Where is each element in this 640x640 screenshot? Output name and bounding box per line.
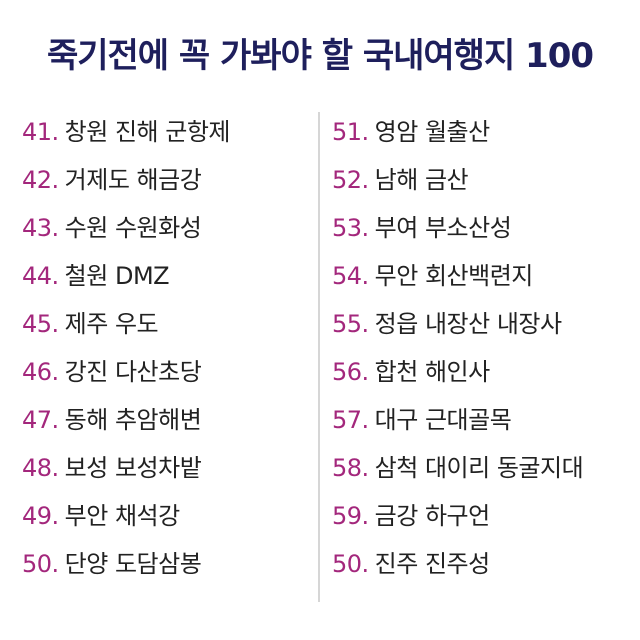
item-name: 대구 근대골목 [374, 406, 512, 434]
item-name: 삼척 대이리 동굴지대 [374, 454, 584, 482]
list-item: 46. 강진 다산초당 [22, 348, 230, 396]
item-number: 41. [22, 118, 59, 146]
item-number: 55. [332, 310, 369, 338]
list-item: 50. 단양 도담삼봉 [22, 540, 230, 588]
list-item: 48. 보성 보성차밭 [22, 444, 230, 492]
item-number: 45. [22, 310, 59, 338]
list-item: 57. 대구 근대골목 [332, 396, 583, 444]
item-name: 거제도 해금강 [64, 166, 202, 194]
item-number: 43. [22, 214, 59, 242]
list-item: 42. 거제도 해금강 [22, 156, 230, 204]
list-item: 47. 동해 추암해변 [22, 396, 230, 444]
item-name: 철원 DMZ [64, 262, 170, 290]
list-left: 41. 창원 진해 군항제 42. 거제도 해금강 43. 수원 수원화성 44. 철원 DM… [22, 108, 231, 588]
item-name: 금강 하구언 [374, 502, 491, 530]
item-number: 54. [332, 262, 369, 290]
list-item: 55. 정읍 내장산 내장사 [332, 300, 583, 348]
item-name: 무안 회산백련지 [374, 262, 534, 290]
column-divider [318, 112, 320, 602]
list-item: 51. 영암 월출산 [332, 108, 583, 156]
list-item: 52. 남해 금산 [332, 156, 583, 204]
item-number: 44. [22, 262, 59, 290]
item-number: 51. [332, 118, 369, 146]
item-name: 동해 추암해변 [64, 406, 202, 434]
item-name: 합천 해인사 [374, 358, 491, 386]
item-number: 58. [332, 454, 369, 482]
item-number: 57. [332, 406, 369, 434]
item-number: 52. [332, 166, 369, 194]
item-number: 50. [332, 550, 369, 578]
item-number: 56. [332, 358, 369, 386]
list-item: 58. 삼척 대이리 동굴지대 [332, 444, 584, 492]
item-name: 수원 수원화성 [64, 214, 202, 242]
list-item: 45. 제주 우도 [22, 300, 230, 348]
item-number: 49. [22, 502, 59, 530]
item-name: 보성 보성차밭 [64, 454, 202, 482]
item-number: 48. [22, 454, 59, 482]
item-name: 단양 도담삼봉 [64, 550, 202, 578]
item-name: 부여 부소산성 [374, 214, 512, 242]
item-name: 강진 다산초당 [64, 358, 202, 386]
item-name: 영암 월출산 [374, 118, 491, 146]
item-number: 46. [22, 358, 59, 386]
item-number: 47. [22, 406, 59, 434]
item-name: 부안 채석강 [64, 502, 181, 530]
item-number: 53. [332, 214, 369, 242]
list-item: 50. 진주 진주성 [332, 540, 583, 588]
list-item: 43. 수원 수원화성 [22, 204, 230, 252]
list-item: 54. 무안 회산백련지 [332, 252, 583, 300]
item-name: 제주 우도 [64, 310, 159, 338]
list-item: 59. 금강 하구언 [332, 492, 583, 540]
item-number: 50. [22, 550, 59, 578]
list-item: 49. 부안 채석강 [22, 492, 230, 540]
list-item: 41. 창원 진해 군항제 [22, 108, 231, 156]
list-item: 44. 철원 DMZ [22, 252, 230, 300]
page-title: 죽기전에 꼭 가봐야 할 국내여행지 100 [46, 36, 594, 76]
list-right: 51. 영암 월출산 52. 남해 금산 53. 부여 부소산성 54. 무안 회산백련지 55… [332, 108, 584, 588]
item-name: 정읍 내장산 내장사 [374, 310, 562, 338]
item-name: 창원 진해 군항제 [64, 118, 231, 146]
list-item: 53. 부여 부소산성 [332, 204, 583, 252]
item-name: 남해 금산 [374, 166, 469, 194]
item-name: 진주 진주성 [374, 550, 491, 578]
item-number: 59. [332, 502, 369, 530]
item-number: 42. [22, 166, 59, 194]
list-item: 56. 합천 해인사 [332, 348, 583, 396]
